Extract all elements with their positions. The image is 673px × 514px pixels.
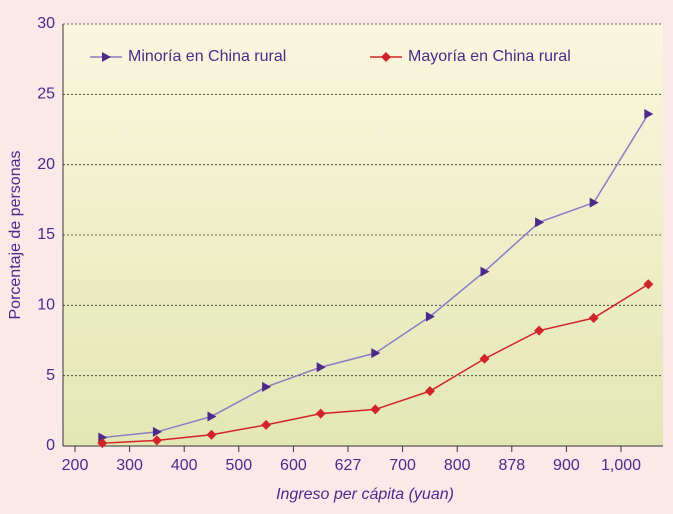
data-point	[261, 419, 272, 430]
y-axis-label: Porcentaje de personas	[7, 151, 24, 320]
data-point	[371, 348, 381, 359]
data-point	[534, 325, 545, 336]
data-point	[535, 217, 545, 228]
data-point	[262, 381, 272, 392]
x-tick-label: 700	[389, 457, 416, 474]
data-point	[589, 197, 599, 208]
x-tick-label: 1,000	[601, 457, 641, 474]
legend-label: Minoría en China rural	[128, 48, 286, 65]
x-tick-label: 200	[62, 457, 89, 474]
x-tick-label: 300	[116, 457, 143, 474]
x-axis-label: Ingreso per cápita (yuan)	[276, 486, 454, 503]
data-point	[480, 266, 490, 277]
data-point	[425, 311, 435, 322]
y-tick-label: 25	[37, 86, 55, 103]
x-tick-label: 500	[225, 457, 252, 474]
data-point	[588, 312, 599, 323]
y-tick-label: 10	[37, 297, 55, 314]
y-tick-label: 20	[37, 156, 55, 173]
data-point	[370, 404, 381, 415]
y-tick-label: 0	[46, 437, 55, 454]
data-point	[424, 386, 435, 397]
data-point	[152, 426, 162, 437]
data-point	[207, 411, 217, 422]
x-tick-label: 878	[498, 457, 525, 474]
x-tick-label: 900	[553, 457, 580, 474]
legend-marker	[102, 52, 111, 62]
data-point	[315, 408, 326, 419]
data-point	[643, 279, 654, 290]
x-tick-label: 800	[444, 457, 471, 474]
y-tick-label: 30	[37, 15, 55, 32]
data-point	[97, 438, 108, 449]
data-point	[206, 429, 217, 440]
y-tick-label: 15	[37, 226, 55, 243]
legend-marker	[381, 52, 391, 62]
x-tick-label: 400	[171, 457, 198, 474]
data-point	[151, 435, 162, 446]
x-tick-label: 627	[335, 457, 362, 474]
data-point	[479, 353, 490, 364]
data-point	[644, 109, 654, 120]
x-tick-label: 600	[280, 457, 307, 474]
legend-label: Mayoría en China rural	[408, 48, 571, 65]
data-point	[316, 362, 326, 373]
y-tick-label: 5	[46, 367, 55, 384]
